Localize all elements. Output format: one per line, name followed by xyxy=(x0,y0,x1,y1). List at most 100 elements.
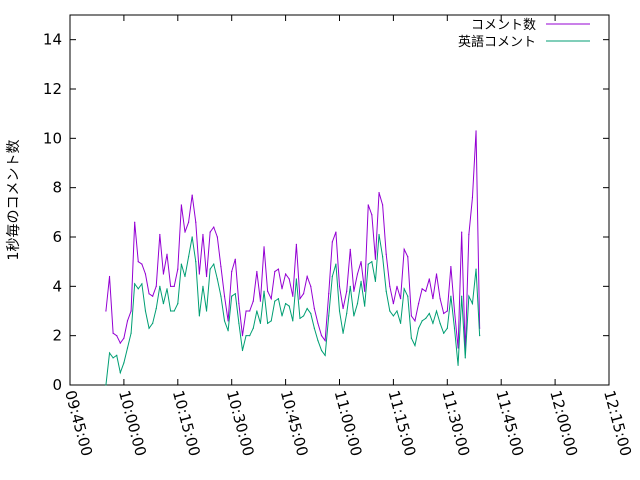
data-point xyxy=(112,332,114,334)
y-tick-label: 8 xyxy=(52,179,62,197)
data-point xyxy=(410,315,412,317)
data-point xyxy=(461,231,463,233)
data-point xyxy=(320,335,323,337)
x-tick-label: 11:15:00 xyxy=(385,388,420,458)
data-point xyxy=(202,233,204,236)
x-tick-label: 11:00:00 xyxy=(331,388,366,458)
data-point xyxy=(295,243,297,245)
data-point xyxy=(453,310,456,312)
data-point xyxy=(141,283,143,285)
data-point xyxy=(220,266,222,268)
data-point xyxy=(403,248,405,250)
data-point xyxy=(285,303,287,305)
data-point xyxy=(446,327,448,329)
data-point xyxy=(141,263,143,265)
data-point xyxy=(155,307,157,310)
data-point xyxy=(184,275,186,278)
data-point xyxy=(202,285,204,287)
data-point xyxy=(270,298,272,300)
data-point xyxy=(123,362,125,364)
data-point xyxy=(162,303,165,305)
data-point xyxy=(310,312,312,315)
data-point xyxy=(392,303,394,305)
data-point xyxy=(119,342,121,344)
data-point xyxy=(177,303,179,305)
data-point xyxy=(356,273,359,275)
data-point xyxy=(126,320,129,322)
data-point xyxy=(306,307,308,310)
data-point xyxy=(288,305,290,307)
data-point xyxy=(432,298,434,300)
x-tick-label: 10:30:00 xyxy=(223,388,258,458)
data-point xyxy=(112,357,114,359)
data-point xyxy=(123,337,125,339)
data-point xyxy=(191,194,193,196)
y-tick-label: 12 xyxy=(43,80,62,98)
x-tick-label: 10:15:00 xyxy=(169,388,204,458)
data-point xyxy=(403,288,405,290)
data-point xyxy=(130,332,132,334)
data-point xyxy=(414,344,416,347)
data-point xyxy=(116,335,118,337)
data-point xyxy=(213,263,215,265)
data-point xyxy=(216,236,218,238)
data-point xyxy=(205,275,208,278)
data-point xyxy=(353,290,355,292)
data-point xyxy=(313,307,315,310)
y-tick-label: 6 xyxy=(52,228,62,246)
x-tick-label: 12:15:00 xyxy=(600,388,635,458)
data-point xyxy=(353,315,355,317)
data-point xyxy=(184,231,186,233)
data-point xyxy=(428,312,430,315)
data-point xyxy=(173,285,175,287)
data-point xyxy=(159,285,161,287)
data-point xyxy=(302,315,305,317)
data-point xyxy=(144,310,147,312)
data-point xyxy=(198,315,200,317)
data-point xyxy=(285,273,287,275)
data-point xyxy=(382,204,384,206)
data-point xyxy=(277,268,280,270)
data-point xyxy=(105,310,107,312)
data-point xyxy=(223,320,226,322)
data-point xyxy=(367,204,369,206)
data-point xyxy=(346,312,348,315)
data-point xyxy=(471,196,474,199)
data-point xyxy=(259,300,262,302)
data-point xyxy=(205,310,208,312)
data-point xyxy=(213,226,215,228)
data-point xyxy=(256,270,258,273)
data-point xyxy=(231,295,233,297)
data-point xyxy=(292,295,294,297)
data-point xyxy=(252,327,254,329)
data-point xyxy=(331,241,333,243)
data-point xyxy=(475,268,477,270)
data-point xyxy=(274,270,276,273)
y-axis-label: 1秒毎のコメント数 xyxy=(6,140,22,261)
data-point xyxy=(425,317,427,319)
data-point xyxy=(382,256,384,258)
data-point xyxy=(439,322,441,324)
y-tick-label: 4 xyxy=(52,277,62,295)
y-axis: 0 2 4 6 8 10 12 14 xyxy=(43,31,609,394)
data-point xyxy=(317,340,319,342)
data-point xyxy=(417,327,420,329)
data-point xyxy=(270,320,272,322)
data-point xyxy=(166,288,168,290)
data-point xyxy=(364,305,366,307)
data-point xyxy=(259,322,262,324)
data-point xyxy=(187,221,190,223)
series-layer xyxy=(105,130,481,386)
data-point xyxy=(425,290,427,292)
data-point xyxy=(170,310,172,312)
data-point xyxy=(421,288,423,290)
data-point xyxy=(396,310,398,312)
data-point xyxy=(417,303,420,305)
data-point xyxy=(306,275,308,278)
data-point xyxy=(392,315,394,317)
data-point xyxy=(450,266,452,268)
data-point xyxy=(342,307,344,310)
data-point xyxy=(443,332,445,334)
data-point xyxy=(374,258,377,260)
